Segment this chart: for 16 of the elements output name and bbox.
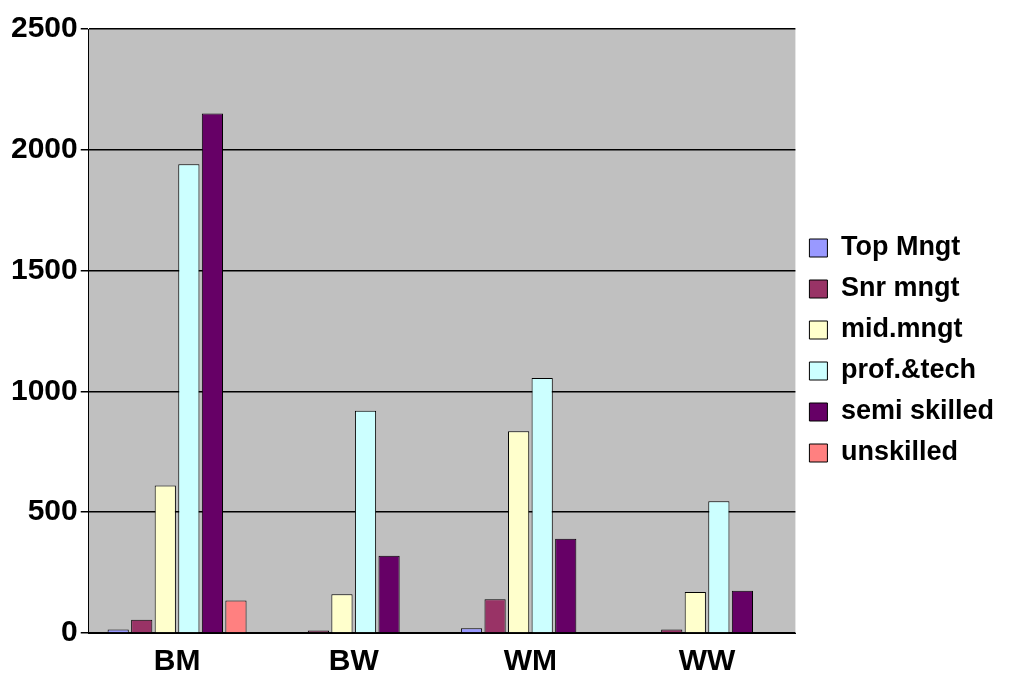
x-tick-label: WM [503,643,558,677]
x-tick-label: BW [328,643,380,677]
y-tick-label: 500 [27,493,78,527]
y-tick-label: 0 [61,614,78,648]
legend-label: prof.&tech [840,354,976,385]
x-tick-label: WW [678,643,737,677]
legend-label: mid.mngt [840,313,963,344]
legend-label: Top Mngt [840,231,961,262]
y-tick-label: 2500 [10,10,78,44]
x-tick-label: BM [153,643,201,677]
y-tick-label: 1500 [10,251,78,285]
legend-label: Snr mngt [840,272,960,303]
y-tick-label: 2000 [10,131,78,165]
y-tick-label: 1000 [10,372,78,406]
legend-label: semi skilled [840,395,995,426]
legend-label: unskilled [840,436,958,467]
